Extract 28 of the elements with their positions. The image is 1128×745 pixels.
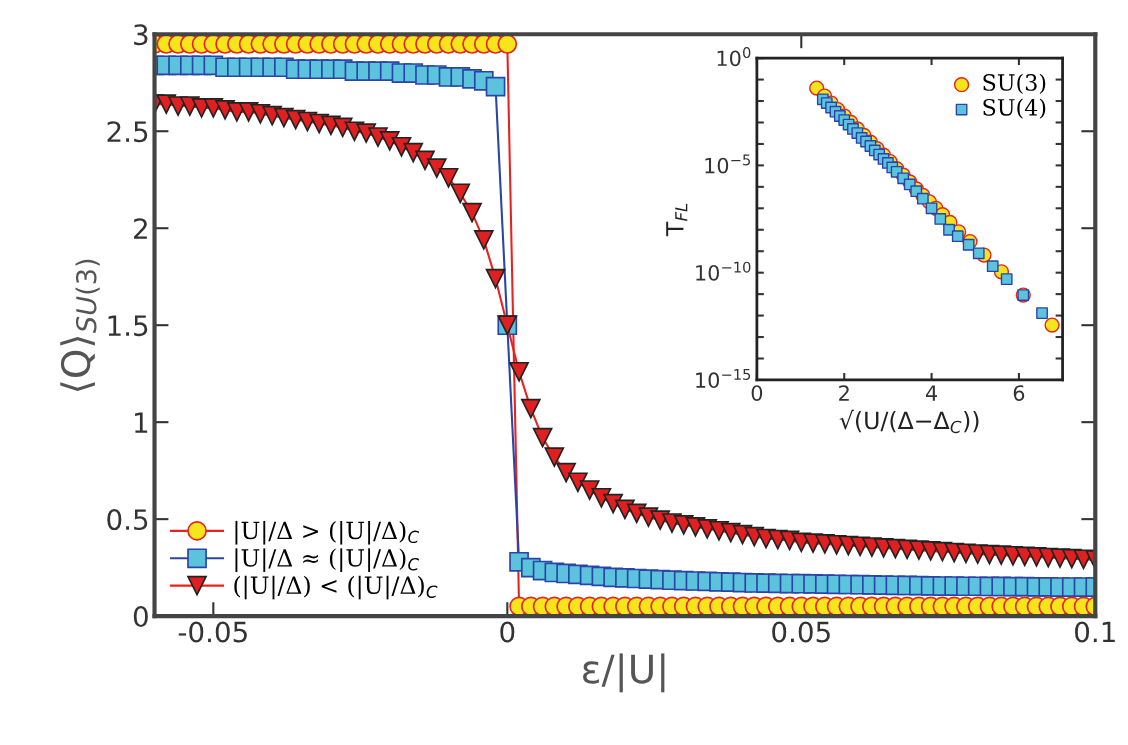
x-tick-label: -0.05 — [178, 621, 247, 643]
x-tick-label: 4 — [925, 385, 938, 401]
x-axis-title: ε/|U| — [583, 653, 665, 693]
y-axis-title: ⟨Q⟩$_{SU(3)}$ — [60, 259, 100, 391]
y-tick-label: 3 — [134, 24, 148, 46]
y-tick-label: 10$^{−5}$ — [705, 154, 750, 174]
x-tick-label: 0.1 — [1075, 621, 1115, 643]
y-tick-label: 1.5 — [108, 315, 148, 337]
x-axis-title: √(U/(Δ−Δ$_{C}$)) — [839, 409, 979, 434]
y-tick-label: 2 — [134, 218, 147, 239]
x-tick-label: 2 — [839, 385, 849, 401]
y-tick-label: 10$^{0}$ — [717, 47, 751, 67]
legend-label: (|U|/Δ) < (|U|/Δ)$_{C}$ — [234, 575, 438, 600]
y-tick-label: 0 — [133, 606, 148, 628]
y-tick-label: 1 — [135, 412, 148, 433]
x-tick-label: 0 — [751, 385, 763, 401]
y-tick-label: 10$^{−10}$ — [696, 261, 751, 281]
x-tick-label: 0 — [500, 621, 515, 643]
x-tick-label: 0.05 — [772, 621, 830, 643]
x-tick-label: 6 — [1013, 385, 1025, 401]
y-tick-label: 0.5 — [107, 509, 148, 531]
legend-label: |U|/Δ ≈ (|U|/Δ)$_{C}$ — [235, 548, 420, 572]
legend-label: |U|/Δ > (|U|/Δ)$_{C}$ — [235, 520, 420, 545]
legend-label: SU(3) — [983, 73, 1046, 95]
y-tick-label: 2.5 — [107, 121, 148, 143]
y-tick-label: 10$^{−15}$ — [696, 369, 751, 389]
legend-label: SU(4) — [983, 98, 1046, 119]
y-axis-title: T$_{FL}$ — [666, 203, 688, 237]
